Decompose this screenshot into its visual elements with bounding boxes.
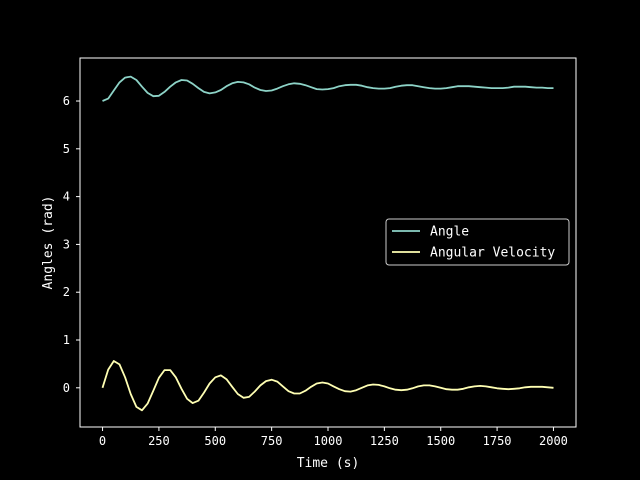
- y-tick-label: 5: [63, 142, 70, 156]
- x-tick-label: 0: [99, 434, 106, 448]
- y-tick-label: 6: [63, 94, 70, 108]
- x-tick-label: 500: [204, 434, 226, 448]
- legend: Angle Angular Velocity: [385, 218, 570, 266]
- series-line-angle: [102, 75, 554, 102]
- y-tick-label: 1: [63, 333, 70, 347]
- x-tick-label: 750: [261, 434, 283, 448]
- y-axis-label: Angles (rad): [41, 196, 56, 290]
- legend-label-angular-velocity: Angular Velocity: [430, 246, 555, 261]
- x-tick-label: 1000: [314, 434, 343, 448]
- x-tick-label: 2000: [539, 434, 568, 448]
- x-tick-label: 1750: [483, 434, 512, 448]
- legend-label-angle: Angle: [430, 225, 469, 240]
- y-axis-ticks: 0 1 2 3 4 5 6: [63, 94, 80, 395]
- y-tick-label: 4: [63, 190, 70, 204]
- x-tick-label: 250: [148, 434, 170, 448]
- y-tick-label: 2: [63, 285, 70, 299]
- y-tick-label: 3: [63, 237, 70, 251]
- x-tick-label: 1250: [370, 434, 399, 448]
- x-axis-ticks: 0 250 500 750 1000 1250 1500 1750 2000: [99, 427, 568, 448]
- series-layer: [101, 75, 554, 412]
- series-line-angular-velocity: [101, 360, 554, 412]
- x-tick-label: 1500: [426, 434, 455, 448]
- y-tick-label: 0: [63, 381, 70, 395]
- x-axis-label: Time (s): [297, 456, 360, 471]
- legend-box: [385, 218, 570, 266]
